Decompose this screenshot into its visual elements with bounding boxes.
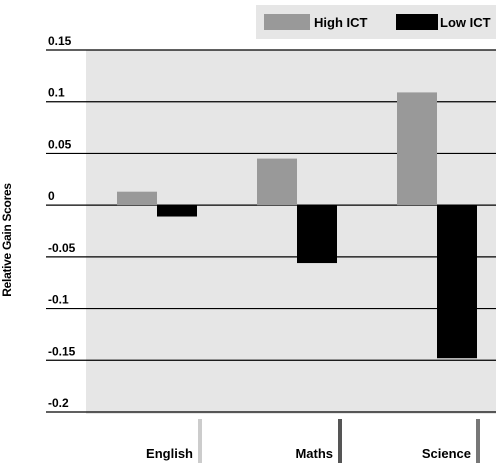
bar-low-ict-english (157, 205, 197, 217)
x-tick-label: Maths (295, 446, 333, 461)
y-tick-label: -0.05 (48, 241, 76, 255)
y-axis-label: Relative Gain Scores (0, 183, 14, 297)
legend-swatch (264, 14, 310, 30)
y-tick-label: -0.2 (48, 396, 69, 410)
category-divider (338, 419, 342, 463)
bar-low-ict-maths (297, 205, 337, 264)
y-tick-label: 0 (48, 189, 55, 203)
legend-label: High ICT (314, 15, 367, 30)
y-tick-label: -0.1 (48, 293, 69, 307)
category-divider (476, 419, 480, 463)
category-divider (198, 419, 202, 463)
x-tick-label: English (146, 446, 193, 461)
bar-high-ict-maths (257, 158, 297, 206)
x-tick-label: Science (422, 446, 471, 461)
bar-low-ict-science (437, 205, 477, 359)
y-tick-label: 0.05 (48, 137, 72, 151)
legend-swatch (396, 14, 438, 30)
y-tick-label: 0.1 (48, 86, 65, 100)
y-tick-label: -0.15 (48, 344, 76, 358)
legend-label: Low ICT (440, 15, 491, 30)
bar-high-ict-english (117, 191, 157, 206)
y-tick-label: 0.15 (48, 34, 72, 48)
bar-high-ict-science (397, 92, 437, 206)
